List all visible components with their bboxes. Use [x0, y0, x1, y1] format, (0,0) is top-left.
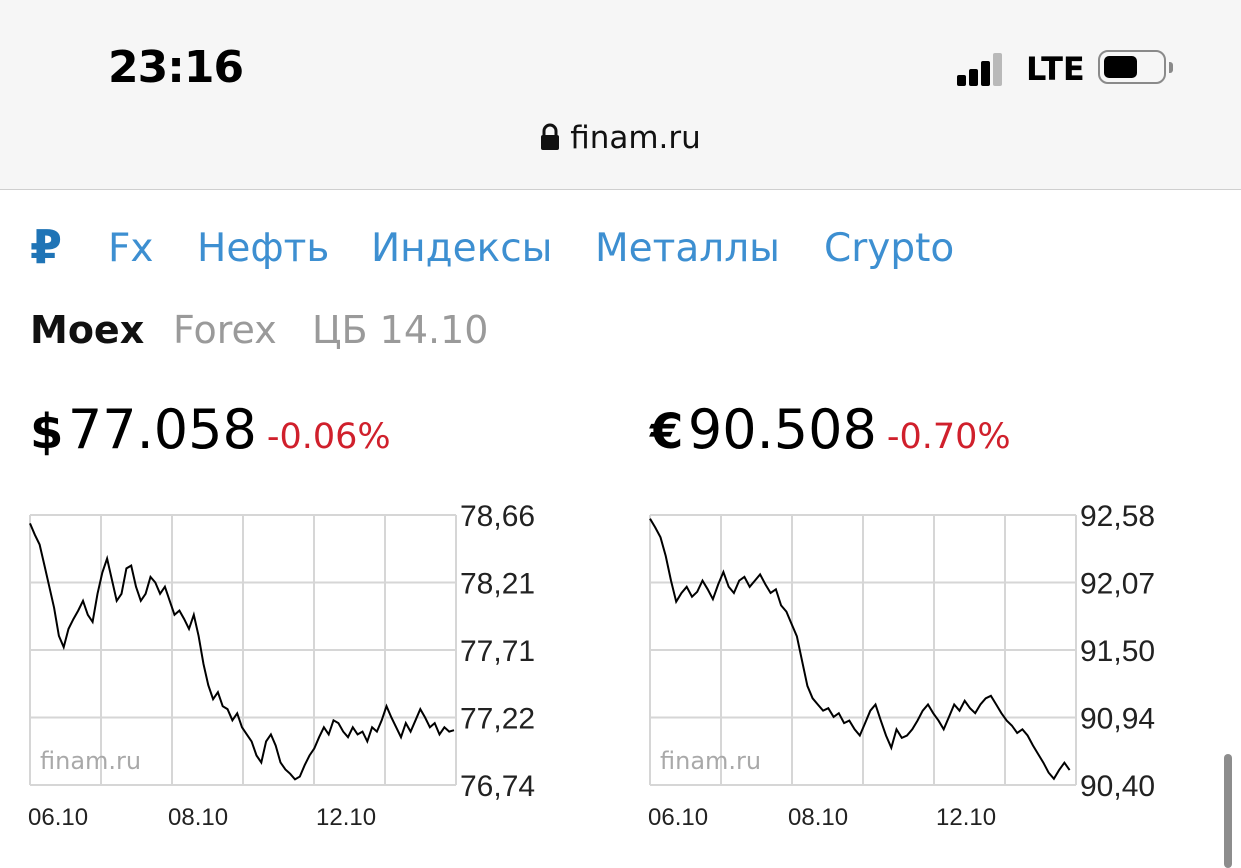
- battery-icon: [1098, 50, 1173, 84]
- price-series-line: [29, 523, 455, 781]
- chart-grid: [649, 514, 1077, 786]
- y-tick-label: 90,40: [1080, 770, 1155, 803]
- y-tick-label: 92,07: [1080, 568, 1155, 601]
- x-tick-label: 12.10: [936, 804, 996, 831]
- eur-symbol: €: [650, 404, 684, 460]
- address-url: finam.ru: [570, 120, 701, 156]
- chart-watermark: finam.ru: [660, 747, 761, 775]
- usd-chart[interactable]: finam.ru 78,66 78,21 77,71 77,22 76,74 06.10 08…: [28, 500, 590, 845]
- subtab-forex[interactable]: Forex: [173, 308, 277, 352]
- y-tick-label: 90,94: [1080, 703, 1155, 736]
- y-tick-label: 78,66: [460, 500, 535, 533]
- eur-chart-svg: finam.ru 92,58 92,07 91,50 90,94 90,40 06.10 08…: [648, 500, 1155, 831]
- usd-change: -0.06%: [266, 417, 391, 457]
- tab-metals[interactable]: Металлы: [595, 226, 780, 271]
- network-type: LTE: [1026, 50, 1085, 88]
- x-tick-label: 08.10: [168, 804, 228, 831]
- x-tick-label: 08.10: [788, 804, 848, 831]
- tab-fx[interactable]: Fx: [108, 226, 154, 271]
- usd-value: 77.058: [67, 398, 257, 461]
- chart-watermark: finam.ru: [40, 747, 141, 775]
- chart-grid: [29, 514, 457, 786]
- usd-chart-svg: finam.ru 78,66 78,21 77,71 77,22 76,74 06.10 08…: [28, 500, 535, 831]
- x-tick-label: 12.10: [316, 804, 376, 831]
- address-bar[interactable]: finam.ru: [0, 120, 1241, 156]
- lock-icon: [541, 123, 560, 150]
- page-scrollbar[interactable]: [1224, 754, 1232, 868]
- y-tick-label: 76,74: [460, 770, 535, 803]
- x-tick-label: 06.10: [28, 804, 88, 831]
- eur-change: -0.70%: [886, 417, 1011, 457]
- signal-bars-icon: [957, 52, 1013, 86]
- eur-quote[interactable]: € 90.508 -0.70%: [650, 398, 1011, 461]
- y-tick-label: 91,50: [1080, 635, 1155, 668]
- price-series-line: [649, 518, 1071, 781]
- usd-symbol: $: [30, 404, 64, 460]
- browser-top-bar: 23:16 LTE finam.ru: [0, 0, 1241, 190]
- ruble-tab[interactable]: ₽: [30, 220, 63, 274]
- eur-value: 90.508: [687, 398, 877, 461]
- y-tick-label: 77,22: [460, 703, 535, 736]
- eur-chart[interactable]: finam.ru 92,58 92,07 91,50 90,94 90,40 06.10 08…: [648, 500, 1210, 845]
- usd-quote[interactable]: $ 77.058 -0.06%: [30, 398, 391, 461]
- tab-oil[interactable]: Нефть: [197, 226, 330, 271]
- y-tick-label: 78,21: [460, 568, 535, 601]
- status-time: 23:16: [108, 42, 244, 93]
- tab-indices[interactable]: Индексы: [371, 226, 553, 271]
- subtab-moex[interactable]: Moex: [30, 308, 145, 352]
- tab-crypto[interactable]: Crypto: [824, 226, 955, 271]
- y-tick-label: 92,58: [1080, 500, 1155, 533]
- y-tick-label: 77,71: [460, 635, 535, 668]
- x-tick-label: 06.10: [648, 804, 708, 831]
- subtab-cb[interactable]: ЦБ 14.10: [312, 308, 489, 352]
